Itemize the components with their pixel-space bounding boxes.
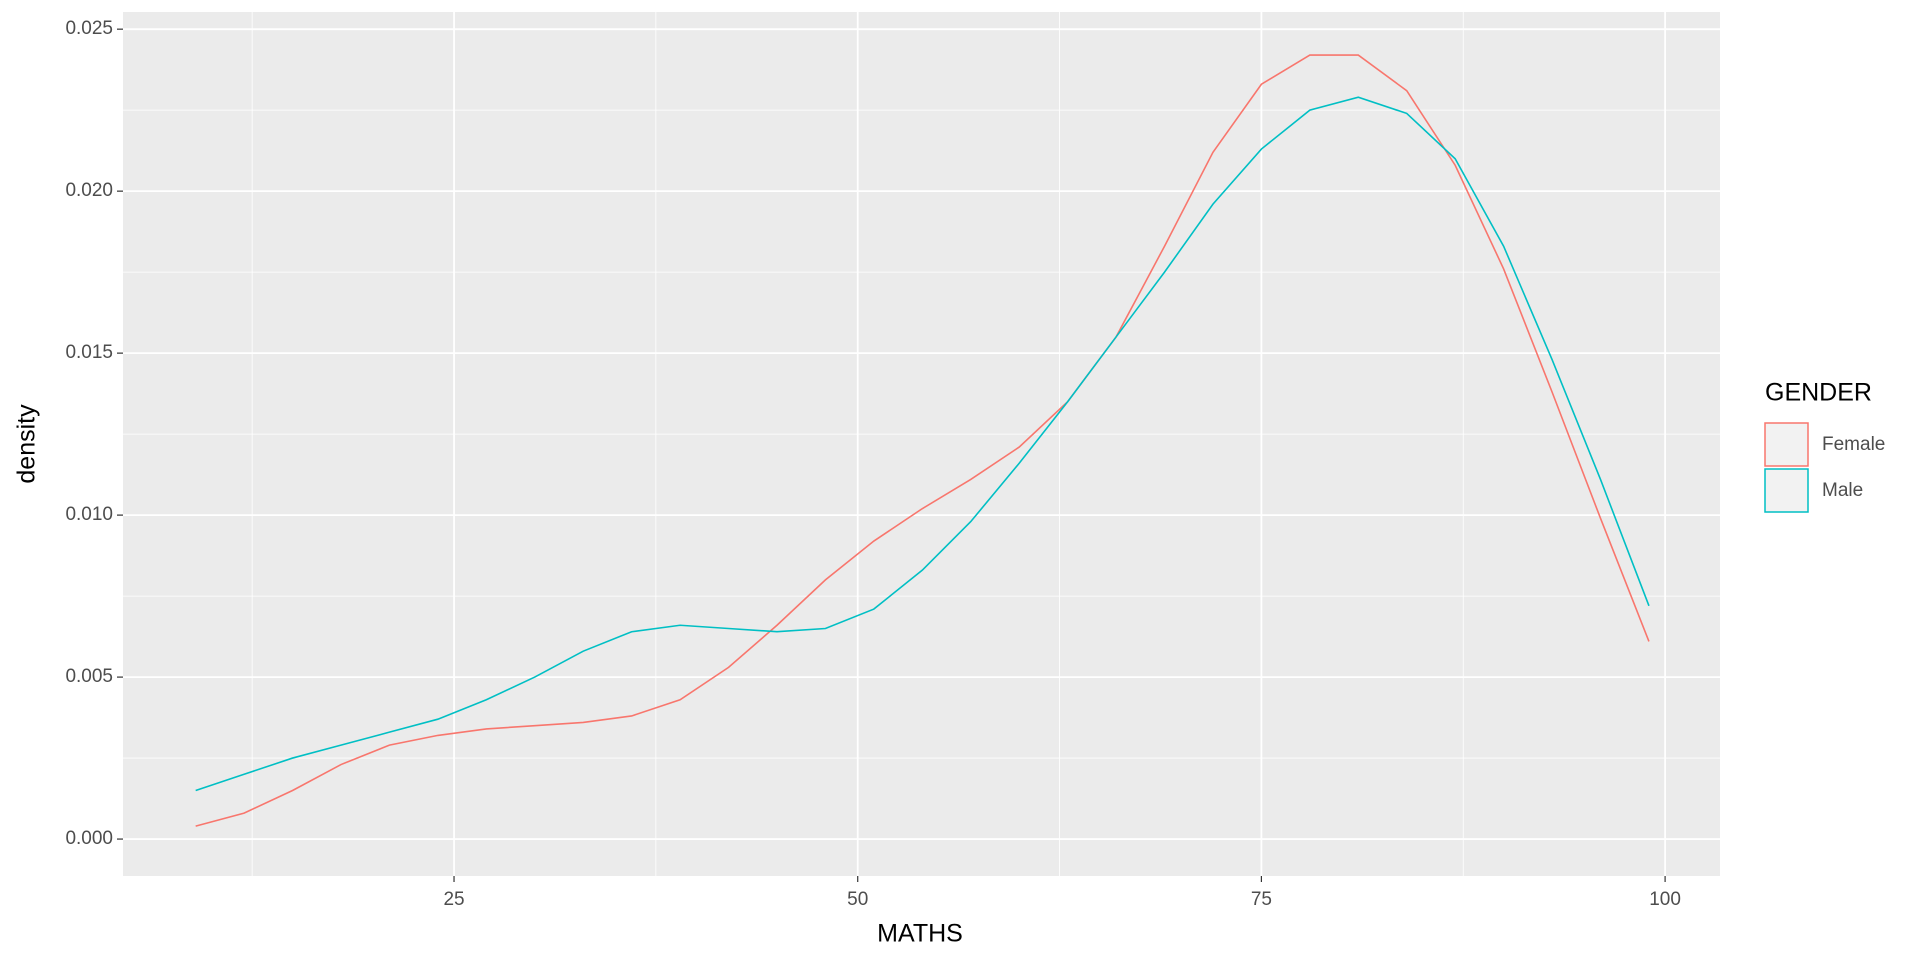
legend-key [1764, 422, 1809, 467]
y-tick-label: 0.015 [65, 342, 113, 363]
y-tick-label: 0.010 [65, 504, 113, 525]
x-axis-label: MATHS [877, 920, 963, 948]
legend-title: GENDER [1765, 379, 1872, 407]
legend-key [1764, 468, 1809, 513]
x-tick-label: 50 [847, 889, 868, 910]
legend-label: Female [1822, 434, 1885, 455]
y-tick-label: 0.000 [65, 828, 113, 849]
y-tick-label: 0.025 [65, 18, 113, 39]
x-tick-label: 25 [443, 889, 464, 910]
panel [123, 12, 1720, 876]
y-tick-label: 0.005 [65, 666, 113, 687]
legend-label: Male [1822, 480, 1863, 501]
x-tick-label: 100 [1649, 889, 1681, 910]
density-line [195, 54, 1650, 827]
x-tick-label: 75 [1251, 889, 1272, 910]
y-tick-label: 0.020 [65, 180, 113, 201]
y-axis-label: density [13, 404, 41, 484]
density-line [195, 96, 1650, 792]
